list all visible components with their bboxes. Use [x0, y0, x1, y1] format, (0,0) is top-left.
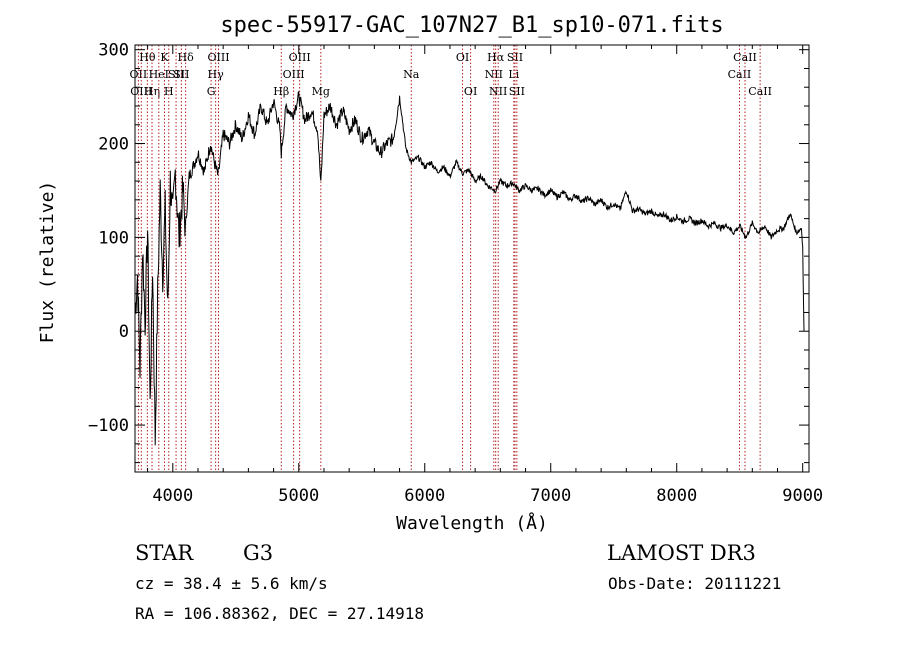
line-label-4: HeI: [149, 68, 169, 81]
observation-date: Obs-Date: 20111221: [608, 574, 782, 593]
x-tick-label-4: 8000: [656, 486, 697, 506]
spectrum-line: [134, 90, 805, 446]
line-label-7: SII: [168, 68, 184, 81]
redshift-cz: cz = 38.4 ± 5.6 km/s: [135, 574, 328, 593]
line-label-14: OIII: [283, 68, 305, 81]
spectral-line-markers: OII OIII Hθ Hη HeI K H SII Hδ SII G Hγ OIII Hβ OIII OII…: [130, 45, 772, 472]
line-label-22: NII: [489, 85, 507, 98]
line-label-17: Na: [403, 68, 420, 81]
line-label-0: OII: [130, 68, 148, 81]
x-axis-label: Wavelength (Å): [396, 512, 548, 534]
line-label-27: CaII: [733, 51, 757, 64]
line-label-6: H: [164, 85, 174, 98]
line-label-21: Hα: [487, 51, 505, 64]
x-tick-label-1: 5000: [278, 486, 319, 506]
line-label-23: Li: [508, 68, 519, 81]
line-label-2: Hθ: [139, 51, 156, 64]
line-label-13: Hβ: [273, 85, 289, 98]
y-tick-label-1: 0: [119, 322, 129, 342]
x-tick-label-2: 6000: [404, 486, 445, 506]
line-label-15: OIII: [289, 51, 311, 64]
line-label-10: G: [207, 85, 216, 98]
line-label-3: Hη: [144, 85, 160, 98]
line-label-18: OI: [456, 51, 469, 64]
line-label-25: SII: [509, 85, 525, 98]
line-label-28: CaII: [748, 85, 772, 98]
line-label-20: NII: [485, 68, 503, 81]
chart-title: spec-55917-GAC_107N27_B1_sp10-071.fits: [220, 13, 723, 38]
x-tick-label-0: 4000: [152, 486, 193, 506]
survey-name: LAMOST DR3: [607, 541, 756, 565]
x-tick-label-3: 7000: [530, 486, 571, 506]
line-label-16: Mg: [312, 85, 330, 98]
line-label-1: OIII: [130, 85, 152, 98]
x-tick-label-5: 9000: [782, 486, 823, 506]
y-axis-label: Flux (relative): [37, 181, 58, 344]
object-type: STAR: [135, 541, 194, 565]
object-subclass: G3: [243, 541, 274, 565]
line-label-5: K: [160, 51, 169, 64]
line-label-26: CaII: [728, 68, 752, 81]
line-label-11: Hγ: [208, 68, 225, 81]
line-label-8: Hδ: [178, 51, 195, 64]
coordinates: RA = 106.88362, DEC = 27.14918: [135, 604, 424, 623]
plot-frame: [134, 44, 810, 473]
spectrum-series: [134, 90, 805, 446]
line-label-19: OI: [464, 85, 477, 98]
line-label-9: SII: [173, 68, 189, 81]
axis-ticks: 4000 5000 6000 7000 8000 9000 −100 0 100 200 300: [88, 41, 823, 506]
y-tick-label-2: 100: [98, 228, 129, 248]
y-tick-label-3: 200: [98, 135, 129, 155]
line-label-24: SII: [507, 51, 523, 64]
y-tick-label-0: −100: [88, 416, 129, 436]
line-label-12: OIII: [207, 51, 229, 64]
y-tick-label-4: 300: [98, 41, 129, 61]
